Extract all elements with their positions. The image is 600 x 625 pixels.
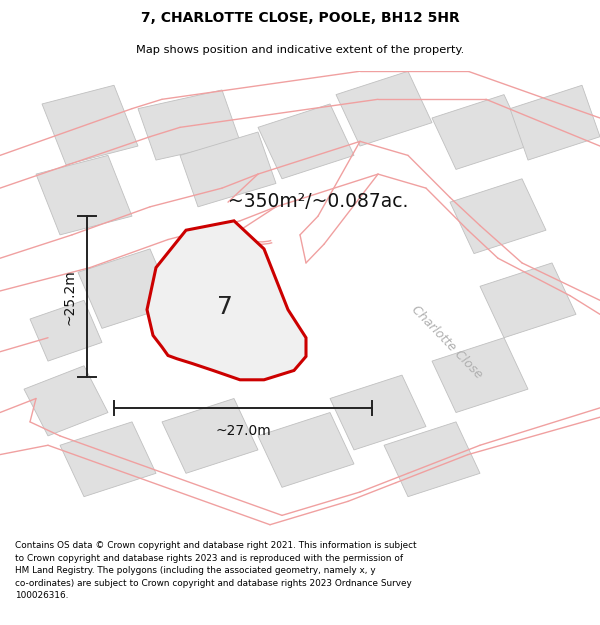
Text: ~25.2m: ~25.2m [62, 269, 76, 325]
Polygon shape [30, 301, 102, 361]
Text: 7, CHARLOTTE CLOSE, POOLE, BH12 5HR: 7, CHARLOTTE CLOSE, POOLE, BH12 5HR [140, 11, 460, 25]
Text: ~27.0m: ~27.0m [215, 424, 271, 438]
Polygon shape [258, 104, 354, 179]
Polygon shape [432, 338, 528, 412]
Polygon shape [480, 263, 576, 338]
Polygon shape [147, 221, 306, 380]
Polygon shape [42, 85, 138, 165]
Polygon shape [162, 399, 258, 473]
Polygon shape [384, 422, 480, 497]
Text: ~350m²/~0.087ac.: ~350m²/~0.087ac. [228, 192, 409, 211]
Polygon shape [450, 179, 546, 254]
Polygon shape [60, 422, 156, 497]
Text: Map shows position and indicative extent of the property.: Map shows position and indicative extent… [136, 44, 464, 54]
Polygon shape [78, 249, 174, 328]
Polygon shape [180, 132, 276, 207]
Polygon shape [432, 94, 528, 169]
Polygon shape [24, 366, 108, 436]
Polygon shape [330, 375, 426, 450]
Polygon shape [36, 156, 132, 235]
Polygon shape [336, 71, 432, 146]
Text: Contains OS data © Crown copyright and database right 2021. This information is : Contains OS data © Crown copyright and d… [15, 541, 416, 600]
Text: 7: 7 [217, 296, 233, 319]
Polygon shape [510, 85, 600, 160]
Polygon shape [138, 90, 240, 160]
Text: Charlotte Close: Charlotte Close [409, 303, 485, 381]
Polygon shape [258, 412, 354, 488]
